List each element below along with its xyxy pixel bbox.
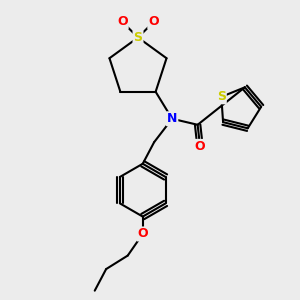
Text: O: O: [137, 227, 148, 241]
Text: O: O: [195, 140, 205, 153]
Text: S: S: [134, 31, 142, 44]
Text: S: S: [217, 90, 226, 103]
Text: O: O: [148, 15, 159, 28]
Text: O: O: [117, 15, 128, 28]
Text: N: N: [167, 112, 177, 125]
